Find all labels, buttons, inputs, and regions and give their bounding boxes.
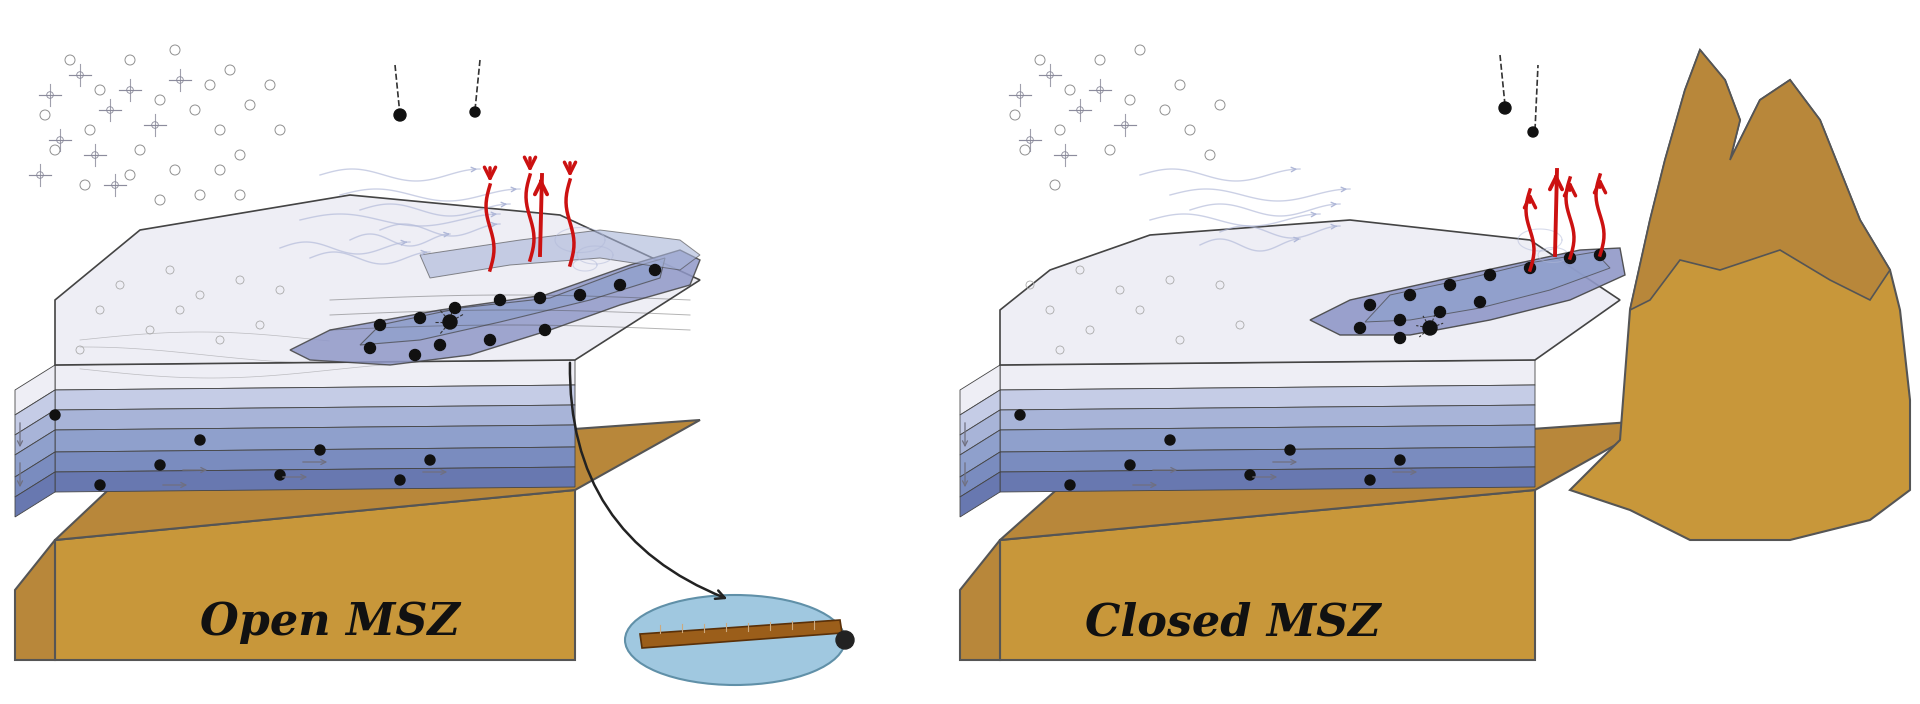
- Polygon shape: [15, 540, 56, 660]
- Circle shape: [449, 303, 461, 313]
- Circle shape: [415, 313, 426, 324]
- Circle shape: [315, 445, 324, 455]
- Circle shape: [484, 334, 495, 346]
- Polygon shape: [1000, 420, 1661, 540]
- Polygon shape: [15, 430, 56, 477]
- Circle shape: [534, 292, 545, 303]
- Circle shape: [1394, 332, 1405, 344]
- Circle shape: [1066, 480, 1075, 490]
- Polygon shape: [960, 472, 1000, 517]
- Polygon shape: [1000, 385, 1534, 410]
- Circle shape: [1284, 445, 1294, 455]
- Polygon shape: [290, 250, 701, 365]
- Polygon shape: [1571, 50, 1910, 540]
- Circle shape: [409, 349, 420, 360]
- Circle shape: [1484, 270, 1496, 280]
- Circle shape: [835, 631, 854, 649]
- Polygon shape: [960, 452, 1000, 497]
- Circle shape: [649, 265, 660, 275]
- Polygon shape: [1000, 360, 1534, 390]
- Circle shape: [1475, 296, 1486, 308]
- Polygon shape: [1630, 50, 1889, 310]
- Circle shape: [374, 320, 386, 330]
- Polygon shape: [56, 425, 574, 452]
- Polygon shape: [56, 467, 574, 492]
- Polygon shape: [15, 365, 56, 415]
- Circle shape: [1423, 321, 1436, 335]
- Circle shape: [614, 279, 626, 291]
- Circle shape: [1016, 410, 1025, 420]
- Polygon shape: [960, 365, 1000, 415]
- Polygon shape: [56, 195, 701, 365]
- Circle shape: [1365, 299, 1375, 310]
- Circle shape: [1396, 455, 1405, 465]
- Polygon shape: [1000, 220, 1620, 365]
- Circle shape: [275, 470, 284, 480]
- Circle shape: [1405, 289, 1415, 301]
- Circle shape: [156, 460, 165, 470]
- Polygon shape: [56, 490, 574, 660]
- Polygon shape: [960, 430, 1000, 477]
- Circle shape: [1394, 315, 1405, 325]
- Circle shape: [444, 315, 457, 329]
- Polygon shape: [1000, 405, 1534, 430]
- Polygon shape: [1309, 248, 1624, 335]
- Polygon shape: [361, 258, 664, 345]
- Polygon shape: [1000, 490, 1534, 660]
- Circle shape: [1500, 102, 1511, 114]
- Polygon shape: [1000, 425, 1534, 452]
- Polygon shape: [960, 540, 1000, 660]
- Circle shape: [1165, 435, 1175, 445]
- Polygon shape: [1365, 252, 1611, 322]
- Circle shape: [1354, 322, 1365, 334]
- Polygon shape: [15, 452, 56, 497]
- Circle shape: [434, 339, 445, 351]
- Polygon shape: [1000, 447, 1534, 472]
- Text: Open MSZ: Open MSZ: [200, 601, 461, 644]
- Circle shape: [1565, 253, 1576, 263]
- Circle shape: [1524, 263, 1536, 273]
- Circle shape: [196, 435, 205, 445]
- Circle shape: [1594, 249, 1605, 260]
- Polygon shape: [960, 410, 1000, 455]
- Circle shape: [574, 289, 586, 301]
- Polygon shape: [56, 447, 574, 472]
- Polygon shape: [15, 390, 56, 435]
- Polygon shape: [960, 390, 1000, 435]
- Polygon shape: [420, 230, 701, 278]
- Circle shape: [50, 410, 60, 420]
- Text: Closed MSZ: Closed MSZ: [1085, 601, 1380, 644]
- Polygon shape: [639, 620, 843, 648]
- Circle shape: [1528, 127, 1538, 137]
- Polygon shape: [56, 405, 574, 430]
- Circle shape: [94, 480, 106, 490]
- Polygon shape: [15, 472, 56, 517]
- Circle shape: [424, 455, 436, 465]
- Circle shape: [1444, 279, 1455, 291]
- Circle shape: [394, 109, 405, 121]
- Circle shape: [365, 343, 376, 353]
- Circle shape: [470, 107, 480, 117]
- Circle shape: [396, 475, 405, 485]
- Circle shape: [540, 325, 551, 336]
- Polygon shape: [56, 360, 574, 390]
- Ellipse shape: [626, 595, 845, 685]
- Polygon shape: [56, 420, 701, 540]
- Polygon shape: [56, 385, 574, 410]
- Polygon shape: [1000, 467, 1534, 492]
- Circle shape: [1365, 475, 1375, 485]
- Polygon shape: [15, 410, 56, 455]
- Circle shape: [1244, 470, 1256, 480]
- Circle shape: [495, 294, 505, 306]
- Circle shape: [1434, 306, 1446, 318]
- Circle shape: [1125, 460, 1135, 470]
